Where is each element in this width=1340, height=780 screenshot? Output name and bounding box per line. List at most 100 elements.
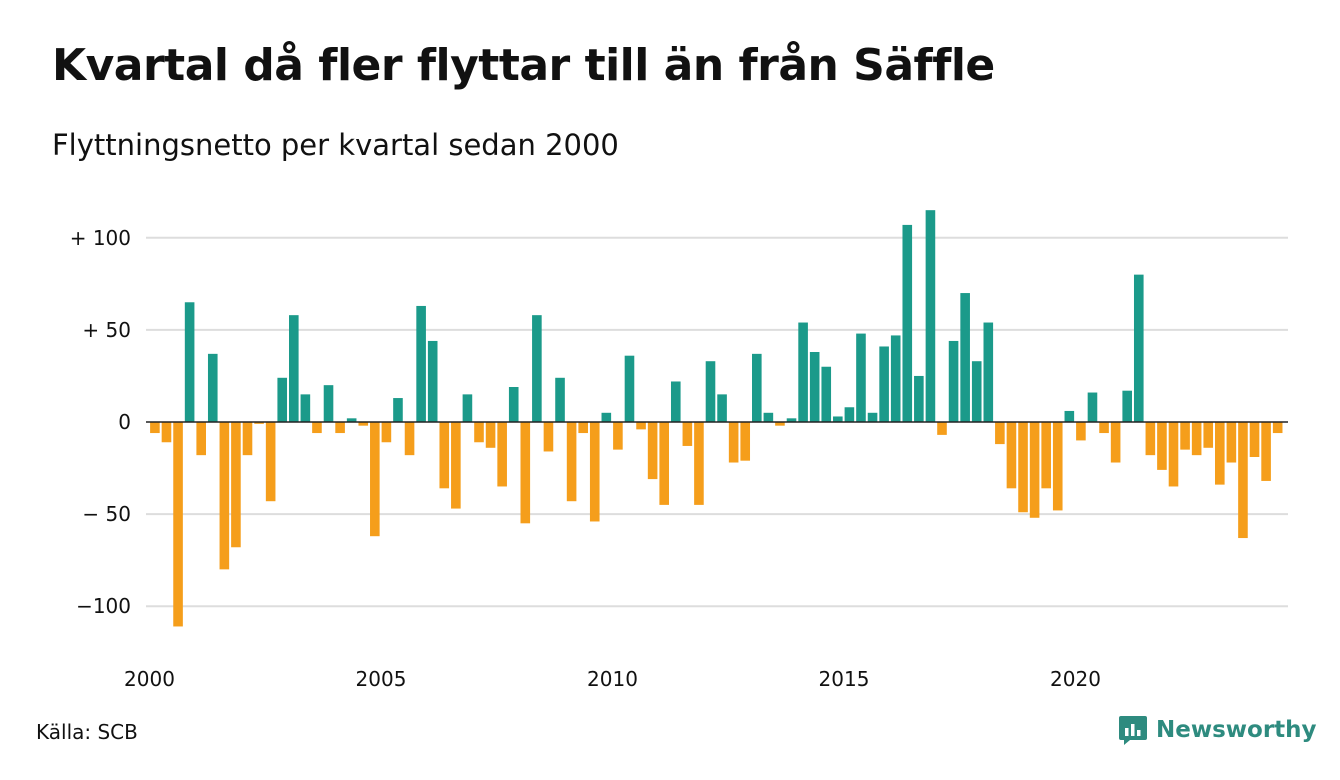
- bar: [289, 315, 299, 422]
- bar: [555, 377, 565, 422]
- bar: [937, 422, 947, 435]
- bar: [856, 333, 866, 422]
- x-tick-label: 2005: [356, 667, 407, 691]
- bar: [242, 422, 253, 456]
- bar: [601, 412, 612, 422]
- bar: [532, 315, 542, 422]
- bar: [1180, 422, 1190, 450]
- bar: [902, 224, 913, 422]
- bar: [705, 361, 716, 422]
- bar: [161, 422, 172, 443]
- bar: [439, 422, 450, 489]
- bar: [983, 322, 994, 422]
- bar: [1099, 422, 1109, 434]
- bar: [914, 375, 924, 422]
- bar: [1203, 422, 1214, 448]
- newsworthy-logo-icon: [1119, 716, 1147, 745]
- bar: [763, 412, 774, 422]
- bar: [231, 422, 241, 548]
- x-tick-label: 2000: [124, 667, 175, 691]
- bar: [1261, 422, 1271, 481]
- chart-subtitle: Flyttningsnetto per kvartal sedan 2000: [52, 128, 619, 162]
- bar: [844, 407, 855, 422]
- bar: [728, 422, 739, 463]
- bar: [381, 422, 392, 443]
- bar: [1272, 422, 1283, 434]
- y-tick-label: + 50: [82, 318, 131, 342]
- bar: [1006, 422, 1017, 489]
- bar: [335, 422, 345, 434]
- bars: [150, 210, 1283, 627]
- bar: [752, 353, 762, 422]
- bar: [1238, 422, 1248, 539]
- bar: [948, 340, 959, 422]
- bar: [254, 422, 264, 424]
- bar: [740, 422, 751, 461]
- bar: [717, 394, 727, 422]
- bar: [798, 322, 808, 422]
- bar: [346, 418, 357, 422]
- x-tick-label: 2015: [819, 667, 870, 691]
- bar: [1215, 422, 1225, 485]
- bar: [508, 387, 519, 422]
- bar: [219, 422, 230, 570]
- bar: [809, 352, 820, 422]
- bar: [393, 398, 403, 422]
- bar: [694, 422, 704, 505]
- bar: [1041, 422, 1051, 489]
- bar: [312, 422, 322, 434]
- bar: [786, 418, 797, 422]
- bar: [277, 377, 288, 422]
- x-tick-label: 2020: [1050, 667, 1101, 691]
- bar: [1249, 422, 1260, 457]
- bar: [659, 422, 669, 505]
- x-tick-label: 2010: [587, 667, 638, 691]
- bar: [682, 422, 693, 446]
- bar: [1064, 410, 1075, 422]
- bar: [624, 355, 635, 422]
- bar-chart: + 100 + 50 0 − 50 −100 2000 2005 2010 2015 2020: [70, 210, 1288, 691]
- bar: [1018, 422, 1028, 513]
- bar: [370, 422, 380, 537]
- bar: [1087, 392, 1098, 422]
- brand-logo[interactable]: Newsworthy: [1118, 714, 1317, 746]
- bar: [427, 340, 438, 422]
- bar: [833, 416, 843, 422]
- bar: [543, 422, 554, 452]
- bar: [1191, 422, 1202, 456]
- bar: [1052, 422, 1063, 511]
- bar: [578, 422, 588, 434]
- bar: [1168, 422, 1179, 487]
- bar: [613, 422, 623, 450]
- bar: [207, 353, 218, 422]
- brand-name: Newsworthy: [1156, 717, 1317, 743]
- bar: [485, 422, 496, 448]
- bar: [925, 210, 936, 422]
- bar: [497, 422, 507, 487]
- bar: [1145, 422, 1156, 456]
- bar: [879, 346, 889, 422]
- bar: [1157, 422, 1167, 470]
- bar: [1226, 422, 1237, 463]
- bar: [358, 422, 369, 426]
- chart-title: Kvartal då fler flyttar till än från Säf…: [52, 40, 995, 91]
- bar: [173, 422, 183, 627]
- bar: [566, 422, 577, 502]
- bar: [636, 422, 646, 430]
- bar: [647, 422, 658, 480]
- bar: [1029, 422, 1040, 518]
- bar: [196, 422, 206, 456]
- bar: [971, 361, 982, 422]
- bar: [184, 302, 195, 422]
- bar: [474, 422, 484, 443]
- bar: [775, 422, 785, 426]
- y-tick-label: − 50: [82, 502, 131, 526]
- bar: [416, 305, 426, 422]
- bar: [265, 422, 276, 502]
- bar: [867, 412, 878, 422]
- bar: [890, 335, 901, 422]
- bar: [589, 422, 600, 522]
- bar: [995, 422, 1005, 445]
- bar: [404, 422, 415, 456]
- bar: [1133, 274, 1144, 422]
